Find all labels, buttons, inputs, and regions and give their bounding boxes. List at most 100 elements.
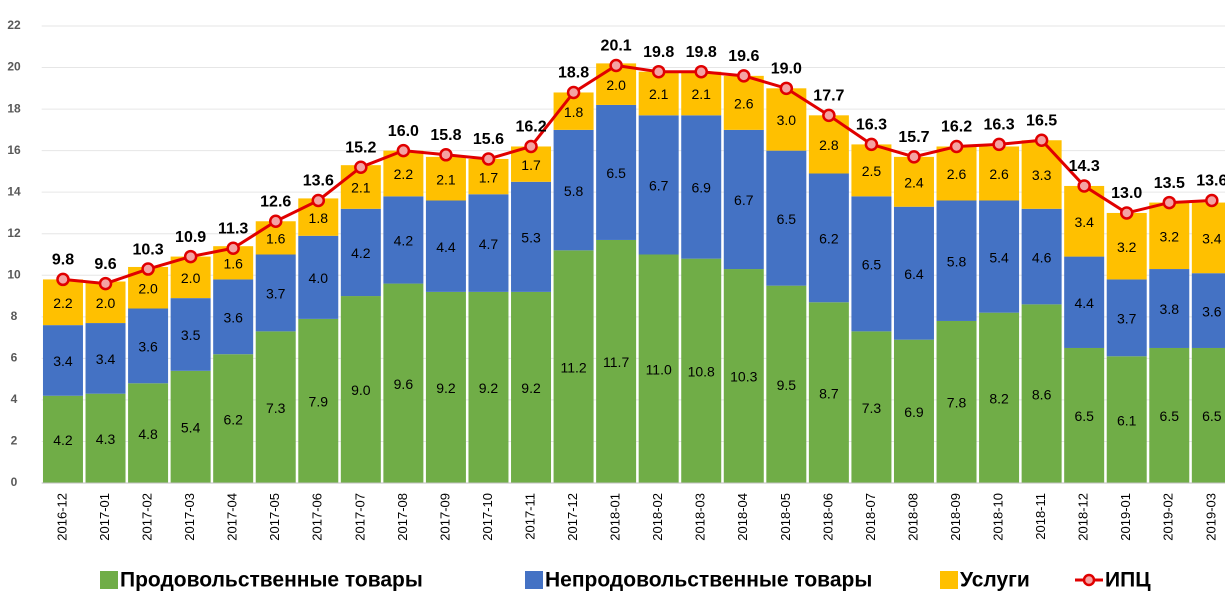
x-tick-label: 2017-05 [267,493,282,541]
line-marker [141,262,155,276]
data-label: 19.8 [686,44,717,61]
data-label: 2.0 [181,270,201,286]
data-label: 15.7 [898,129,929,146]
x-tick-label: 2017-12 [565,493,580,541]
data-label: 6.5 [1074,408,1094,424]
data-label: 6.5 [606,165,626,181]
y-tick-label: 8 [11,309,18,323]
data-label: 2.8 [819,137,839,153]
bar-segment [213,354,254,483]
y-tick-label: 4 [11,392,18,406]
bar-segment [383,196,424,284]
data-label: 9.6 [94,256,116,273]
line [62,63,1212,286]
y-tick-label: 10 [7,267,21,281]
y-tick-label: 20 [7,60,21,74]
legend-swatch [525,571,543,589]
bar-segment [255,254,296,332]
data-label: 16.5 [1026,112,1057,129]
bar-segment [979,312,1020,483]
bar-segment [42,325,83,396]
x-tick-label: 2018-03 [693,493,708,541]
bar-segment [553,129,594,251]
data-label: 2.2 [394,166,414,182]
data-label: 2.1 [351,180,371,196]
data-label: 7.3 [266,400,286,416]
bar-segment [213,279,254,355]
data-label: 3.7 [1117,311,1137,327]
bar-segment [851,331,892,483]
bar-segment [468,194,509,292]
data-label: 5.8 [947,253,967,269]
line-marker [609,58,623,73]
bar-segment [936,200,977,321]
data-label: 6.2 [223,411,243,427]
data-label: 6.5 [1160,408,1180,424]
bar-segment [1106,212,1147,280]
x-tick-label: 2017-10 [480,493,495,541]
data-label: 13.5 [1154,175,1185,192]
data-label: 4.4 [1074,295,1094,311]
data-label: 4.3 [96,431,116,447]
bar-segment [893,156,934,207]
data-label: 18.8 [558,65,589,82]
data-label: 6.5 [1202,408,1222,424]
data-label: 3.0 [777,112,797,128]
legend-label: Продовольственные товары [120,569,423,592]
data-label: 3.5 [181,327,201,343]
legend-label: Непродовольственные товары [545,569,872,592]
line-marker [737,69,751,83]
line-marker [779,81,794,96]
bar-segment [425,200,466,292]
data-label: 1.7 [521,157,541,173]
y-tick-label: 18 [7,101,21,115]
x-tick-label: 2016-12 [54,493,69,541]
bar-segment [1191,273,1225,348]
data-label: 7.3 [862,400,882,416]
bar-segment [170,298,211,371]
data-label: 8.7 [819,385,839,401]
data-label: 2.6 [947,166,967,182]
data-label: 3.2 [1160,229,1180,245]
bar-segment [468,291,509,483]
data-label: 1.7 [479,169,499,185]
data-label: 3.8 [1160,301,1180,317]
line-marker [98,276,113,291]
bar-segment [766,285,807,483]
x-tick-label: 2018-04 [735,493,750,541]
bar-segment [766,150,807,286]
data-label: 16.3 [856,117,887,134]
data-label: 16.2 [941,119,972,136]
line-marker [1077,179,1091,193]
data-label: 7.9 [309,394,329,410]
data-label: 9.2 [521,380,541,396]
x-tick-label: 2017-01 [97,493,112,541]
bar-segment [638,71,679,116]
x-tick-label: 2017-08 [395,493,410,541]
line-marker [354,160,368,175]
data-label: 2.0 [138,280,158,296]
line-marker [439,148,453,162]
x-tick-label: 2018-05 [778,493,793,541]
y-tick-label: 22 [7,18,21,32]
x-tick-label: 2018-08 [905,493,920,541]
x-tick-label: 2017-04 [225,493,240,541]
line-marker [1205,193,1219,208]
bar-segment [1149,269,1190,348]
bar-segment [766,88,807,151]
data-label: 7.8 [947,395,967,411]
data-label: 4.2 [53,432,73,448]
data-label: 11.2 [560,359,586,375]
data-label: 4.6 [1032,249,1052,265]
data-label: 2.1 [649,86,669,102]
bar-segment [1106,279,1147,357]
data-label: 13.0 [1111,185,1142,202]
data-label: 2.0 [96,295,116,311]
data-label: 9.5 [777,377,797,393]
data-label: 10.8 [688,364,715,380]
x-tick-label: 2019-03 [1203,493,1218,541]
line-marker [822,108,836,123]
data-label: 6.5 [777,211,797,227]
bar-segment [979,200,1020,313]
